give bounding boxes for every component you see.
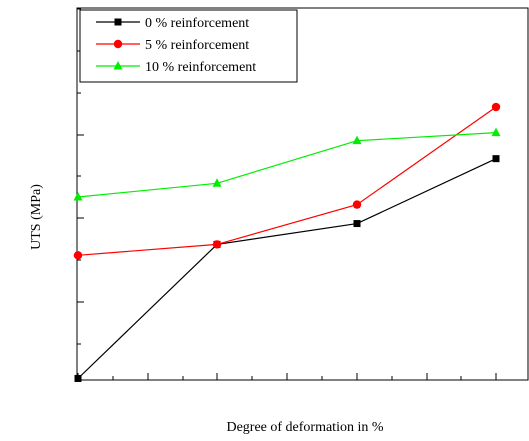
series-0 [74, 155, 500, 382]
data-point [352, 200, 362, 209]
axis-ticks [77, 8, 497, 380]
series-2 [73, 127, 501, 201]
data-point [212, 178, 222, 187]
data-point [212, 240, 222, 249]
series-1 [73, 102, 501, 260]
series-line [77, 158, 497, 379]
data-point [73, 251, 83, 260]
legend-item: 5 % reinforcement [96, 38, 249, 53]
series-line [77, 132, 497, 198]
data-point [492, 155, 500, 163]
legend-label: 0 % reinforcement [145, 16, 249, 31]
legend-marker [113, 39, 123, 49]
legend-items: 0 % reinforcement 5 % reinforcement 10 % r… [96, 16, 256, 75]
data-point [74, 374, 82, 382]
y-axis-label: UTS (MPa) [29, 184, 44, 250]
series-line [77, 106, 497, 256]
legend-marker [113, 61, 123, 70]
legend-label: 5 % reinforcement [145, 38, 249, 53]
legend-item: 10 % reinforcement [96, 60, 256, 75]
data-point [491, 102, 501, 112]
data-point [353, 220, 361, 228]
series-layer [73, 102, 501, 382]
x-axis-label: Degree of deformation in % [226, 420, 383, 435]
data-point [352, 135, 362, 145]
data-point [73, 192, 83, 201]
data-point [491, 127, 501, 137]
legend: 0 % reinforcement 5 % reinforcement 10 % r… [79, 9, 298, 83]
legend-item: 0 % reinforcement [96, 16, 249, 31]
legend-label: 10 % reinforcement [145, 60, 256, 75]
legend-marker [114, 18, 122, 26]
